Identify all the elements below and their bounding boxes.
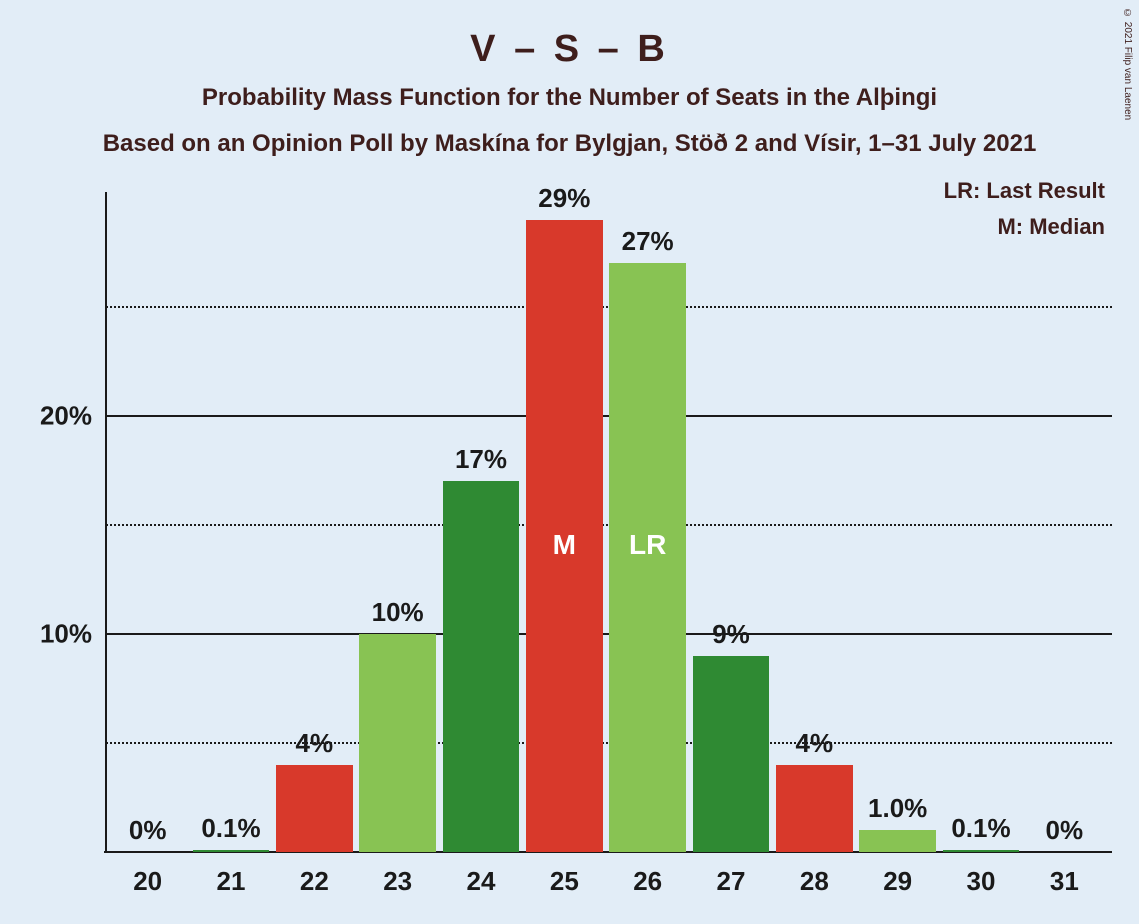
x-tick-label: 20	[133, 866, 162, 897]
bar: 27%LR	[609, 263, 686, 852]
chart-title: V – S – B	[0, 28, 1139, 71]
y-tick-label: 10%	[40, 619, 92, 650]
bar: 4%	[276, 765, 353, 852]
bar: 10%	[359, 634, 436, 852]
bar: 17%	[443, 481, 520, 852]
x-tick-label: 26	[633, 866, 662, 897]
bar-value-label: 10%	[372, 597, 424, 628]
bar-value-label: 0.1%	[951, 813, 1010, 844]
y-axis	[105, 192, 107, 852]
bar-value-label: 27%	[622, 226, 674, 257]
x-tick-label: 21	[217, 866, 246, 897]
bar-value-label: 0%	[1046, 815, 1084, 846]
bar: 9%	[693, 656, 770, 852]
bar-value-label: 17%	[455, 444, 507, 475]
bar: 0.1%	[193, 850, 270, 852]
bar: 0.1%	[943, 850, 1020, 852]
x-tick-label: 29	[883, 866, 912, 897]
bar-inner-label: LR	[629, 529, 666, 561]
bar-value-label: 4%	[796, 728, 834, 759]
y-tick-label: 20%	[40, 401, 92, 432]
bar: 4%	[776, 765, 853, 852]
x-tick-label: 23	[383, 866, 412, 897]
chart-source: Based on an Opinion Poll by Maskína for …	[0, 130, 1139, 158]
x-tick-label: 27	[717, 866, 746, 897]
copyright: © 2021 Filip van Laenen	[1122, 8, 1133, 120]
bar-chart: 10%20%0%200.1%214%2210%2317%2429%M2527%L…	[106, 198, 1106, 852]
bar: 29%M	[526, 220, 603, 852]
bar-value-label: 0%	[129, 815, 167, 846]
x-tick-label: 25	[550, 866, 579, 897]
bar: 1.0%	[859, 830, 936, 852]
x-tick-label: 30	[967, 866, 996, 897]
chart-subtitle: Probability Mass Function for the Number…	[0, 84, 1139, 112]
bar-value-label: 0.1%	[201, 813, 260, 844]
bar-inner-label: M	[553, 529, 576, 561]
bar-value-label: 4%	[296, 728, 334, 759]
x-tick-label: 24	[467, 866, 496, 897]
bar-value-label: 9%	[712, 619, 750, 650]
bar-value-label: 1.0%	[868, 793, 927, 824]
x-tick-label: 31	[1050, 866, 1079, 897]
x-tick-label: 28	[800, 866, 829, 897]
bar-value-label: 29%	[538, 183, 590, 214]
x-tick-label: 22	[300, 866, 329, 897]
